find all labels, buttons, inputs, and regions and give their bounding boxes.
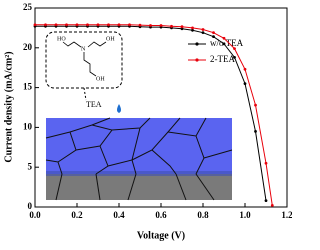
data-point bbox=[180, 25, 184, 29]
data-point bbox=[54, 23, 58, 27]
molecule-inset bbox=[45, 31, 123, 113]
data-point bbox=[86, 23, 89, 27]
data-point bbox=[233, 55, 236, 59]
x-tick-label: 0.8 bbox=[197, 210, 209, 220]
data-point bbox=[264, 199, 268, 203]
data-point bbox=[233, 47, 236, 50]
y-axis-label: Current density (mA/cm²) bbox=[3, 51, 14, 162]
legend-marker bbox=[195, 42, 199, 46]
data-point bbox=[96, 23, 100, 27]
x-tick-label: 0.4 bbox=[113, 210, 125, 220]
x-tick-label: 1.0 bbox=[239, 210, 251, 220]
data-point bbox=[149, 24, 152, 27]
data-point bbox=[117, 23, 121, 27]
y-tick-label: 15 bbox=[23, 82, 33, 92]
x-tick-label: 1.2 bbox=[281, 210, 292, 220]
x-axis-label: Voltage (V) bbox=[137, 230, 185, 241]
data-point bbox=[212, 31, 215, 35]
x-tick-label: 0.6 bbox=[155, 210, 167, 220]
atom-label: OH bbox=[96, 76, 105, 82]
y-tick-label: 10 bbox=[23, 121, 33, 131]
data-point bbox=[264, 161, 268, 165]
x-tick-label: 0.0 bbox=[29, 210, 41, 220]
data-point bbox=[243, 67, 247, 71]
data-point bbox=[180, 27, 184, 31]
data-point bbox=[159, 24, 163, 27]
legend-marker bbox=[195, 58, 199, 62]
perovskite-illustration bbox=[45, 117, 233, 201]
data-point bbox=[212, 35, 215, 39]
data-point bbox=[44, 23, 47, 27]
inset-label: TEA bbox=[86, 100, 102, 109]
data-point bbox=[201, 28, 205, 31]
y-tick-label: 5 bbox=[28, 161, 33, 171]
data-point bbox=[254, 103, 257, 107]
data-point bbox=[138, 23, 142, 27]
data-point bbox=[270, 204, 274, 207]
data-point bbox=[201, 31, 205, 35]
data-point bbox=[33, 23, 37, 27]
data-point bbox=[65, 23, 68, 27]
atom-label: HO bbox=[57, 36, 66, 42]
x-tick-label: 0.2 bbox=[71, 210, 83, 220]
data-point bbox=[75, 23, 79, 27]
data-point bbox=[170, 24, 173, 28]
atom-label: N bbox=[81, 46, 86, 52]
data-point bbox=[222, 36, 226, 40]
data-point bbox=[191, 28, 194, 32]
y-tick-label: 0 bbox=[28, 201, 33, 211]
data-point bbox=[191, 26, 194, 30]
data-point bbox=[243, 82, 247, 86]
atom-label: OH bbox=[106, 36, 115, 42]
legend-label: 2-TEA bbox=[210, 54, 235, 64]
data-point bbox=[222, 42, 226, 46]
data-point bbox=[128, 23, 131, 27]
y-tick-label: 20 bbox=[23, 42, 33, 52]
series-line bbox=[35, 24, 273, 206]
data-point bbox=[254, 129, 257, 133]
chart: TEA HO N OH OH Voltage (V) Current densi… bbox=[3, 2, 293, 241]
y-tick-label: 25 bbox=[23, 2, 33, 12]
legend-label: w/o TEA bbox=[210, 38, 244, 48]
data-point bbox=[107, 23, 110, 27]
